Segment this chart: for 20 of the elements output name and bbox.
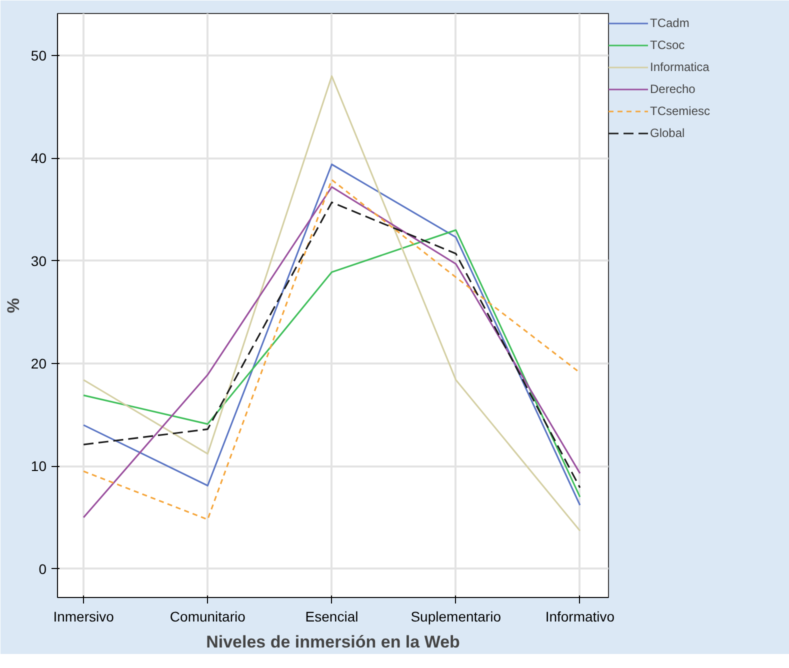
legend-label: TCsoc: [650, 38, 685, 52]
legend-label: Global: [650, 126, 685, 140]
x-axis-title: Niveles de inmersión en la Web: [206, 632, 460, 652]
y-tick-label: 20: [30, 355, 47, 372]
legend-label: TCadm: [650, 16, 690, 30]
line-series: [82, 75, 581, 532]
x-tick-label: Comunitario: [170, 608, 246, 624]
y-tick-label: 0: [38, 560, 47, 577]
y-axis-title: %: [4, 298, 23, 314]
legend-label: Informatica: [650, 60, 710, 74]
x-tick-label: Inmersivo: [53, 608, 114, 624]
y-tick-label: 10: [30, 458, 47, 474]
x-tick-label: Informativo: [545, 608, 615, 624]
x-tick-label: Suplementario: [410, 608, 502, 624]
y-tick-label: 40: [30, 150, 47, 166]
legend-label: TCsemiesc: [650, 104, 710, 118]
y-tick-label: 50: [30, 48, 47, 64]
x-tick-label: Esencial: [305, 608, 358, 624]
legend-label: Derecho: [650, 82, 696, 96]
y-tick-label: 30: [30, 252, 47, 269]
